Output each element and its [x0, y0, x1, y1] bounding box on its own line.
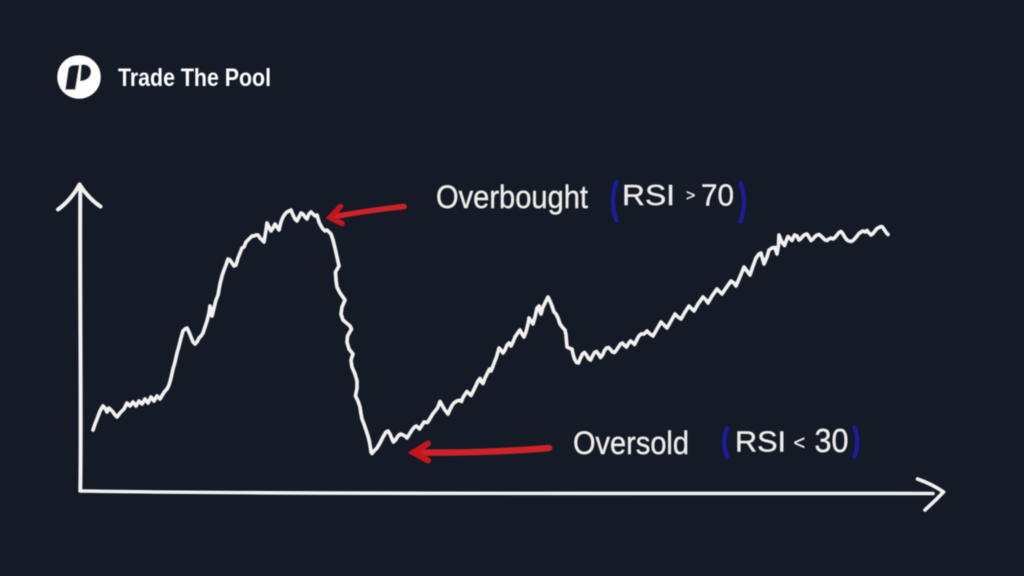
svg-text:70: 70 — [701, 178, 734, 213]
svg-text:30: 30 — [815, 422, 849, 459]
svg-text:>: > — [686, 188, 695, 205]
svg-text:Oversold: Oversold — [573, 425, 689, 461]
svg-text:Trade The Pool: Trade The Pool — [118, 64, 271, 92]
svg-text:RSI: RSI — [735, 427, 786, 459]
svg-text:<: < — [794, 433, 806, 455]
svg-text:RSI: RSI — [622, 180, 675, 212]
svg-text:Overbought: Overbought — [436, 179, 588, 215]
